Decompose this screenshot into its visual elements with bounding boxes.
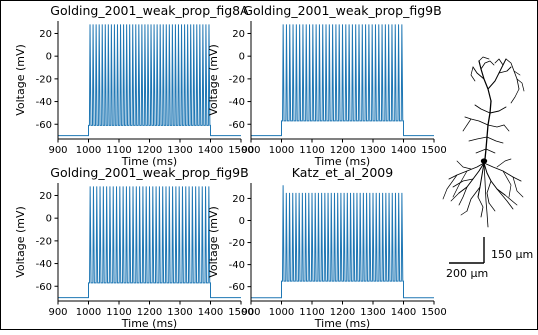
y-tick-label: 20 bbox=[39, 191, 52, 202]
plot-panel: Golding_2001_weak_prop_fig8A 20 0 -20 -40 -60… bbox=[14, 3, 254, 168]
x-tick-label: 1300 bbox=[360, 145, 385, 156]
y-tick-label: -20 bbox=[229, 238, 245, 249]
voltage-trace bbox=[251, 24, 434, 137]
scale-bar-horizontal-label: 200 µm bbox=[446, 267, 488, 280]
panel-title: Golding_2001_weak_prop_fig8A bbox=[50, 3, 249, 18]
voltage-trace bbox=[58, 24, 241, 137]
y-tick-label: -20 bbox=[229, 74, 245, 85]
x-tick-label: 1100 bbox=[106, 145, 131, 156]
x-tick-label: 1500 bbox=[228, 307, 253, 318]
y-tick-label: 20 bbox=[39, 29, 52, 40]
y-tick-label: -40 bbox=[229, 97, 245, 108]
x-tick-label: 1400 bbox=[391, 307, 416, 318]
x-tick-label: 1200 bbox=[137, 307, 162, 318]
x-axis-label: Time (ms) bbox=[314, 155, 370, 168]
x-axis-label: Time (ms) bbox=[121, 155, 177, 168]
x-tick-label: 1100 bbox=[106, 307, 131, 318]
x-tick-label: 1000 bbox=[76, 307, 101, 318]
y-tick-label: -60 bbox=[36, 282, 52, 293]
y-tick-label: -20 bbox=[36, 74, 52, 85]
scale-bar: 150 µm 200 µm bbox=[446, 237, 533, 280]
y-tick-label: -20 bbox=[36, 236, 52, 247]
plot-panel: Golding_2001_weak_prop_fig9B 20 0 -20 -40 -60… bbox=[207, 3, 447, 168]
y-tick-label: -40 bbox=[229, 260, 245, 271]
panel-title: Katz_et_al_2009 bbox=[292, 165, 393, 180]
x-axis-label: Time (ms) bbox=[121, 317, 177, 330]
y-tick-label: -60 bbox=[229, 120, 245, 131]
x-tick-label: 900 bbox=[241, 307, 260, 318]
x-tick-label: 1200 bbox=[137, 145, 162, 156]
x-tick-label: 900 bbox=[241, 145, 260, 156]
x-tick-label: 1500 bbox=[421, 307, 446, 318]
y-tick-label: -60 bbox=[229, 282, 245, 293]
x-tick-label: 1000 bbox=[76, 145, 101, 156]
y-axis-label: Voltage (mV) bbox=[207, 206, 220, 278]
plot-panel: Katz_et_al_2009 20 0 -20 -40 -60 900 1000 1100 12… bbox=[207, 165, 447, 330]
x-tick-label: 1000 bbox=[269, 307, 294, 318]
y-tick-label: -40 bbox=[36, 97, 52, 108]
x-tick-label: 1100 bbox=[299, 307, 324, 318]
x-tick-label: 1200 bbox=[330, 145, 355, 156]
x-tick-label: 1100 bbox=[299, 145, 324, 156]
y-axis-label: Voltage (mV) bbox=[14, 206, 27, 278]
x-tick-label: 1200 bbox=[330, 307, 355, 318]
y-tick-label: 0 bbox=[46, 214, 52, 225]
y-axis-label: Voltage (mV) bbox=[207, 44, 220, 116]
y-tick-label: 0 bbox=[239, 216, 245, 227]
x-tick-label: 1500 bbox=[228, 145, 253, 156]
neuron-morphology bbox=[442, 56, 525, 228]
panel-title: Golding_2001_weak_prop_fig9B bbox=[243, 3, 441, 18]
y-tick-label: 0 bbox=[239, 52, 245, 63]
x-tick-label: 1400 bbox=[198, 307, 223, 318]
y-tick-label: 20 bbox=[232, 29, 245, 40]
plot-panel: Golding_2001_weak_prop_fig9B 20 0 -20 -40 -60… bbox=[14, 165, 254, 330]
x-axis-label: Time (ms) bbox=[314, 317, 370, 330]
x-tick-label: 1000 bbox=[269, 145, 294, 156]
x-tick-label: 1300 bbox=[167, 307, 192, 318]
voltage-trace bbox=[58, 186, 241, 299]
x-tick-label: 1300 bbox=[167, 145, 192, 156]
plot-panels: Golding_2001_weak_prop_fig8A 20 0 -20 -40 -60… bbox=[14, 3, 447, 330]
y-tick-label: 20 bbox=[232, 194, 245, 205]
y-tick-label: 0 bbox=[46, 52, 52, 63]
x-tick-label: 1500 bbox=[421, 145, 446, 156]
voltage-trace bbox=[251, 185, 434, 299]
x-tick-label: 900 bbox=[48, 145, 67, 156]
x-tick-label: 1300 bbox=[360, 307, 385, 318]
scale-bar-vertical-label: 150 µm bbox=[491, 248, 533, 261]
x-tick-label: 900 bbox=[48, 307, 67, 318]
x-tick-label: 1400 bbox=[391, 145, 416, 156]
y-tick-label: -40 bbox=[36, 259, 52, 270]
y-tick-label: -60 bbox=[36, 120, 52, 131]
x-tick-label: 1400 bbox=[198, 145, 223, 156]
y-axis-label: Voltage (mV) bbox=[14, 44, 27, 116]
panel-title: Golding_2001_weak_prop_fig9B bbox=[50, 165, 248, 180]
